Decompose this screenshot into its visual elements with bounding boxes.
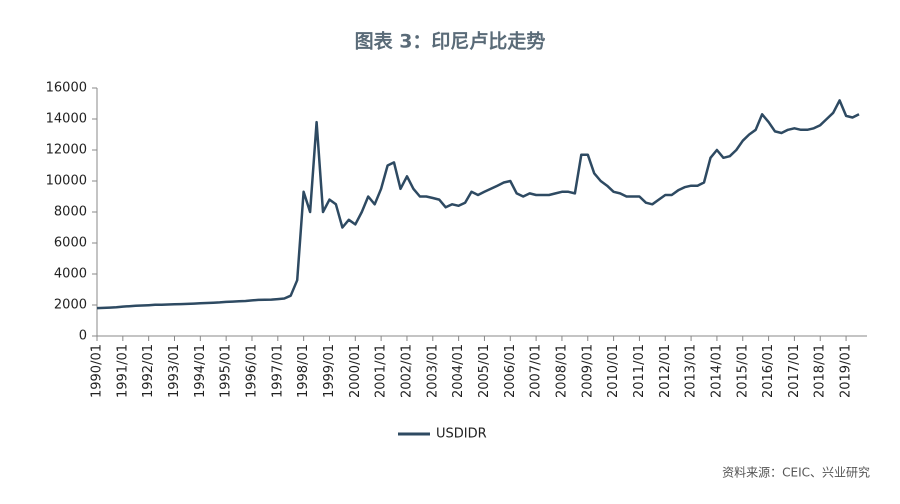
x-tick-label: 2012/01 [658,344,673,398]
source-note: 资料来源：CEIC、兴业研究 [722,465,870,480]
x-tick-label: 1991/01 [115,344,130,398]
x-tick-label: 1999/01 [322,344,337,398]
x-tick-label: 2003/01 [425,344,440,398]
x-tick-label: 1994/01 [193,344,208,398]
x-tick-label: 2011/01 [632,344,647,398]
x-tick-label: 2010/01 [606,344,621,398]
x-tick-label: 1997/01 [270,344,285,398]
x-tick-label: 2007/01 [529,344,544,398]
x-tick-label: 2014/01 [709,344,724,398]
y-tick-label: 2000 [54,298,87,313]
x-tick-label: 2008/01 [554,344,569,398]
x-tick-label: 2005/01 [477,344,492,398]
x-tick-label: 1990/01 [90,344,105,398]
x-tick-label: 2016/01 [761,344,776,398]
x-tick-label: 2015/01 [735,344,750,398]
y-tick-label: 0 [79,329,87,344]
y-tick-label: 14000 [46,112,87,127]
x-tick-label: 2001/01 [374,344,389,398]
chart-title: 图表 3：印尼卢比走势 [355,30,546,53]
x-tick-label: 2006/01 [503,344,518,398]
x-tick-label: 1998/01 [296,344,311,398]
x-tick-label: 2004/01 [451,344,466,398]
y-tick-label: 10000 [46,174,87,189]
y-tick-label: 12000 [46,143,87,158]
x-tick-label: 2013/01 [684,344,699,398]
series-line [96,99,860,310]
x-tick-label: 2019/01 [839,344,854,398]
legend-label: USDIDR [436,427,487,442]
y-tick-label: 6000 [54,236,87,251]
x-tick-label: 2009/01 [580,344,595,398]
y-tick-label: 16000 [46,81,87,96]
x-tick-label: 2000/01 [348,344,363,398]
y-tick-label: 4000 [54,267,87,282]
x-tick-label: 2018/01 [813,344,828,398]
y-tick-label: 8000 [54,205,87,220]
x-tick-label: 1995/01 [219,344,234,398]
x-tick-label: 1993/01 [167,344,182,398]
x-tick-label: 1992/01 [141,344,156,398]
x-tick-label: 2002/01 [399,344,414,398]
x-tick-label: 2017/01 [787,344,802,398]
x-tick-label: 1996/01 [244,344,259,398]
